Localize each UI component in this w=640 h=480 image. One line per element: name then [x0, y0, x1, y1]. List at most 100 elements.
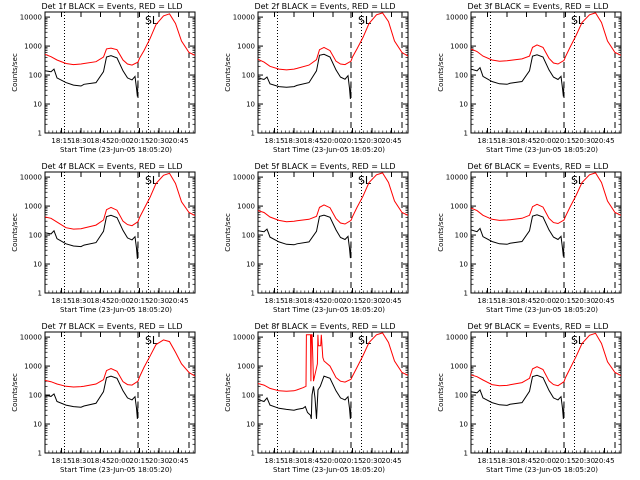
y-axis-label: Counts/sec [437, 373, 445, 412]
x-tick-label: 18:45 [90, 297, 110, 305]
panel-title: Det 2f BLACK = Events, RED = LLD [254, 2, 395, 11]
y-tick-label: 10000 [446, 334, 468, 342]
x-tick-label: 18:15 [477, 297, 497, 305]
y-tick-label: 1 [251, 450, 255, 458]
x-axis-label: Start Time (23-Jun-05 18:05:20) [273, 306, 385, 314]
panel-title: Det 1f BLACK = Events, RED = LLD [41, 2, 182, 11]
series-line-lld [258, 172, 408, 225]
y-axis-label: Counts/sec [224, 213, 232, 252]
y-tick-label: 1000 [24, 363, 42, 371]
y-tick-label: 10 [246, 421, 255, 429]
x-axis-label: Start Time (23-Jun-05 18:05:20) [486, 146, 598, 154]
x-tick-label: 20:00 [323, 137, 343, 145]
x-tick-label: 18:45 [516, 297, 536, 305]
x-tick-label: 20:00 [110, 457, 130, 465]
x-tick-label: 20:30 [575, 457, 595, 465]
x-tick-label: 18:45 [303, 297, 323, 305]
x-axis-label: Start Time (23-Jun-05 18:05:20) [273, 466, 385, 474]
y-tick-label: 1000 [450, 203, 468, 211]
y-axis-label: Counts/sec [11, 373, 19, 412]
x-tick-label: 20:30 [149, 137, 169, 145]
series-line-lld [45, 172, 195, 230]
sl-annotation: SL [358, 334, 372, 347]
y-axis-label: Counts/sec [437, 213, 445, 252]
y-tick-label: 10000 [20, 174, 42, 182]
y-tick-label: 10 [246, 261, 255, 269]
y-tick-label: 100 [242, 72, 255, 80]
series-line-lld [258, 12, 408, 71]
x-tick-label: 20:45 [594, 137, 614, 145]
plot-frame [470, 171, 622, 294]
x-tick-label: 20:15 [555, 137, 575, 145]
x-tick-label: 18:45 [90, 457, 110, 465]
y-tick-label: 1000 [237, 43, 255, 51]
x-tick-label: 20:45 [168, 297, 188, 305]
x-tick-label: 18:15 [477, 457, 497, 465]
sl-annotation: SL [571, 334, 585, 347]
detector-panel-4: Det 4f BLACK = Events, RED = LLD 1 10 100 10… [11, 162, 196, 314]
series-line-lld [45, 339, 195, 388]
x-tick-label: 20:30 [362, 297, 382, 305]
x-tick-label: 20:00 [536, 137, 556, 145]
x-tick-label: 18:45 [90, 137, 110, 145]
sl-annotation: SL [571, 14, 585, 27]
series-line-events [471, 214, 565, 257]
y-tick-label: 10 [246, 101, 255, 109]
x-tick-label: 20:15 [129, 457, 149, 465]
x-tick-label: 18:15 [264, 297, 284, 305]
sl-annotation: SL [358, 14, 372, 27]
x-tick-label: 20:45 [168, 457, 188, 465]
x-tick-label: 18:15 [51, 457, 71, 465]
x-tick-label: 18:15 [264, 137, 284, 145]
plot-frame [44, 331, 196, 454]
detector-panel-2: Det 2f BLACK = Events, RED = LLD 1 10 100 10… [224, 2, 409, 154]
x-axis-label: Start Time (23-Jun-05 18:05:20) [486, 466, 598, 474]
x-tick-label: 18:30 [71, 137, 91, 145]
plot-frame [44, 171, 196, 294]
y-axis-label: Counts/sec [224, 373, 232, 412]
sl-annotation: SL [571, 174, 585, 187]
y-tick-label: 100 [455, 232, 468, 240]
y-tick-label: 1000 [24, 203, 42, 211]
y-tick-label: 1 [464, 290, 468, 298]
y-tick-label: 1 [251, 290, 255, 298]
plot-frame [257, 11, 409, 134]
x-tick-label: 18:30 [497, 457, 517, 465]
series-line-lld [471, 172, 621, 225]
x-tick-label: 18:15 [477, 137, 497, 145]
y-tick-label: 10000 [446, 174, 468, 182]
x-tick-label: 18:30 [284, 137, 304, 145]
x-axis-label: Start Time (23-Jun-05 18:05:20) [60, 306, 172, 314]
y-axis-label: Counts/sec [11, 213, 19, 252]
x-axis-label: Start Time (23-Jun-05 18:05:20) [273, 146, 385, 154]
panel-title: Det 5f BLACK = Events, RED = LLD [254, 162, 395, 171]
series-line-lld [258, 332, 408, 392]
x-tick-label: 18:30 [497, 137, 517, 145]
x-tick-label: 20:45 [168, 137, 188, 145]
sl-annotation: SL [358, 174, 372, 187]
y-tick-label: 100 [455, 72, 468, 80]
detector-panel-5: Det 5f BLACK = Events, RED = LLD 1 10 100 10… [224, 162, 409, 314]
y-tick-label: 1000 [450, 363, 468, 371]
panel-title: Det 4f BLACK = Events, RED = LLD [41, 162, 182, 171]
y-tick-label: 1000 [450, 43, 468, 51]
panel-title: Det 8f BLACK = Events, RED = LLD [254, 322, 395, 331]
x-tick-label: 20:30 [149, 457, 169, 465]
y-tick-label: 1 [38, 290, 42, 298]
series-line-events [45, 375, 139, 419]
y-tick-label: 10 [459, 101, 468, 109]
y-tick-label: 10 [33, 101, 42, 109]
x-tick-label: 20:45 [381, 297, 401, 305]
x-tick-label: 20:15 [342, 297, 362, 305]
y-axis-label: Counts/sec [11, 53, 19, 92]
x-tick-label: 18:30 [284, 457, 304, 465]
detector-panel-8: Det 8f BLACK = Events, RED = LLD 1 10 100 10… [224, 322, 409, 474]
y-tick-label: 10000 [20, 334, 42, 342]
detector-panel-6: Det 6f BLACK = Events, RED = LLD 1 10 100 10… [437, 162, 622, 314]
plot-frame [257, 331, 409, 454]
x-tick-label: 20:45 [594, 297, 614, 305]
y-tick-label: 10000 [446, 14, 468, 22]
x-tick-label: 18:45 [303, 457, 323, 465]
y-tick-label: 10000 [233, 14, 255, 22]
y-axis-label: Counts/sec [224, 53, 232, 92]
